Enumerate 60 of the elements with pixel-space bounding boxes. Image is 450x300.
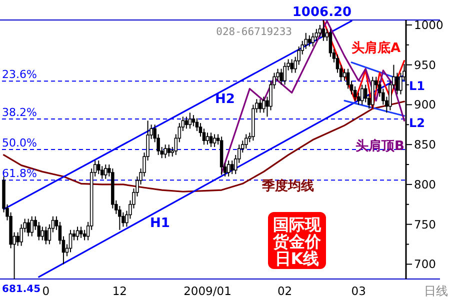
annotation: H1 <box>150 216 170 231</box>
y-tick-label: 850 <box>414 138 436 152</box>
candlestick <box>206 132 210 146</box>
candlestick <box>96 160 100 175</box>
candlestick <box>192 114 196 127</box>
annotation: 1006.20 <box>292 5 352 20</box>
candlestick <box>318 24 322 38</box>
y-tick-label: 900 <box>414 98 436 112</box>
candlestick <box>342 68 346 82</box>
candlestick <box>44 226 48 245</box>
y-tick-label: 800 <box>414 177 436 192</box>
x-tick-label: 03 <box>351 284 366 298</box>
candlestick <box>258 98 262 114</box>
annotation: 季度均线 <box>261 178 314 194</box>
candlestick <box>280 68 283 86</box>
text: 681.45 <box>2 284 41 295</box>
y-tick-label: 750 <box>414 217 436 232</box>
candlestick <box>184 116 188 130</box>
annotation: 028-66719233 <box>216 26 292 38</box>
y-tick-label: 700 <box>414 257 436 272</box>
line-series <box>322 20 406 110</box>
candlestick <box>26 218 30 237</box>
candlestick <box>370 76 374 110</box>
y-tick-label: 1000 <box>414 18 444 32</box>
candlestick <box>262 96 266 114</box>
candlestick <box>290 58 294 74</box>
text: L2 <box>409 116 425 130</box>
x-axis-title: 日线 <box>424 284 448 298</box>
annotation: 50.0% <box>2 136 37 150</box>
candlestick <box>360 84 364 106</box>
x-tick-label: 0 <box>42 284 50 298</box>
x-tick-label: 02 <box>277 284 292 298</box>
annotation: 61.8% <box>2 167 37 180</box>
candlestick <box>68 229 72 253</box>
candlestick <box>311 32 315 47</box>
annotation: 38.2% <box>2 106 37 119</box>
candlestick <box>82 229 86 241</box>
annotation: 头肩底A <box>351 40 401 56</box>
candlestick <box>212 134 216 148</box>
candlestick <box>230 160 234 175</box>
candlestick <box>30 216 34 237</box>
candlestick <box>209 132 213 148</box>
x-tick-label: 12 <box>112 284 128 298</box>
candlestick <box>188 112 192 130</box>
annotation: 国际现货金价日K线 <box>272 215 322 268</box>
candlestick <box>167 144 170 158</box>
candlestick <box>283 62 286 86</box>
annotation: 23.6% <box>2 68 37 82</box>
candlestick <box>244 134 248 150</box>
candlestick <box>308 34 312 47</box>
candlestick <box>79 226 83 238</box>
candlestick <box>164 144 167 159</box>
y-tick-label: 950 <box>414 58 436 72</box>
annotation: H2 <box>215 92 235 107</box>
text: L1 <box>409 79 425 93</box>
candlestick <box>16 232 20 246</box>
x-tick-label: 2009/01 <box>184 284 232 298</box>
candlestick <box>226 160 230 177</box>
candlestick <box>322 20 326 42</box>
candlestick <box>104 164 108 180</box>
